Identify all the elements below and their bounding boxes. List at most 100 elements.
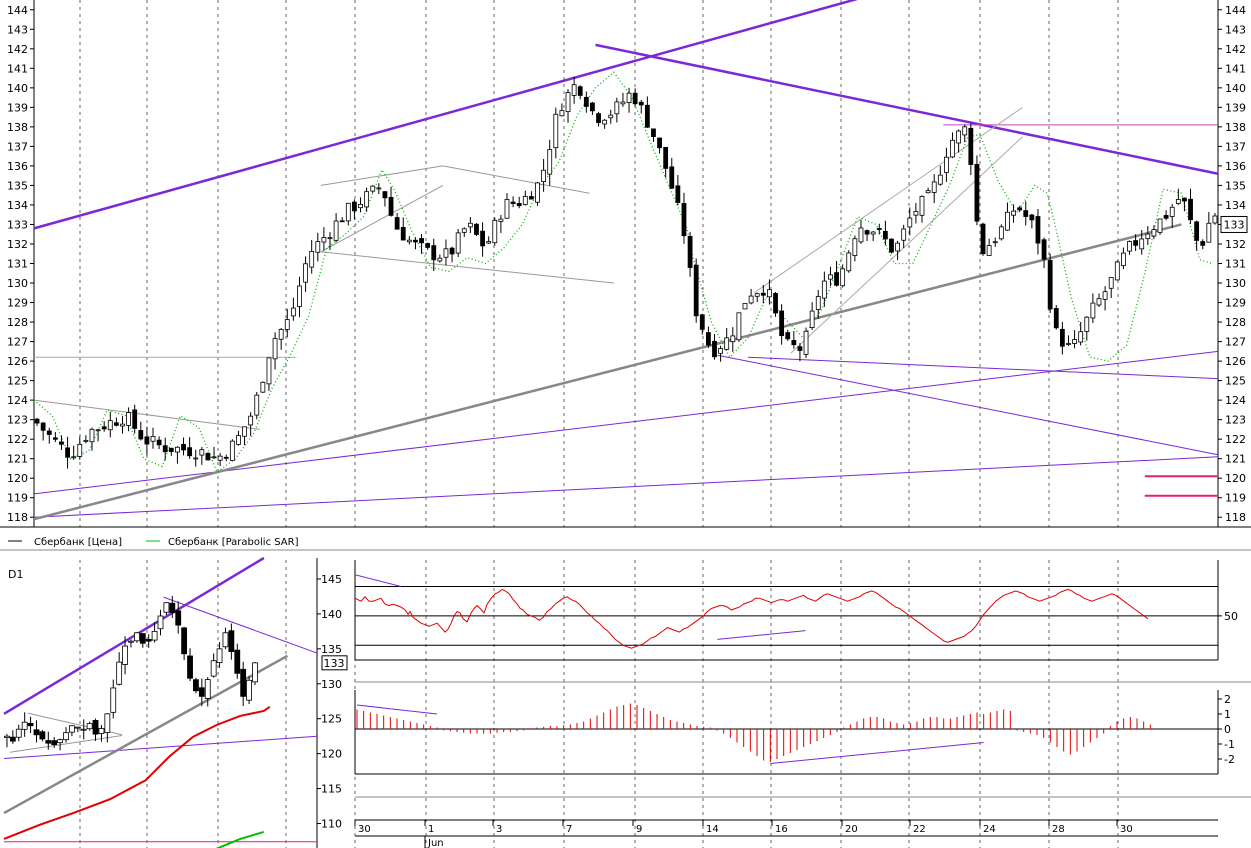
- candle-body: [419, 238, 424, 244]
- candle-body: [675, 185, 681, 203]
- candle-body: [870, 231, 876, 235]
- d1-candle-body: [51, 740, 58, 745]
- y-tick-label-left: 136: [7, 160, 28, 173]
- candle-body: [1175, 199, 1181, 204]
- current-price-label: 133: [1224, 218, 1245, 231]
- trendline: [717, 354, 1219, 456]
- y-tick-label-right: 141: [1225, 62, 1246, 75]
- osc-y-tick-label: -2: [1224, 753, 1235, 766]
- candle-body: [492, 219, 498, 244]
- candle-body: [162, 445, 168, 453]
- candle-body: [724, 337, 730, 350]
- candle-body: [602, 119, 608, 125]
- date-tick-label: 22: [913, 824, 926, 835]
- d1-candle-body: [45, 740, 52, 744]
- candle-body: [278, 329, 284, 340]
- candle-body: [461, 228, 467, 233]
- d1-title: D1: [8, 568, 23, 581]
- candle-body: [693, 264, 699, 317]
- date-tick-label: 1: [428, 824, 434, 835]
- d1-trendline: [3, 735, 318, 760]
- candle-body: [529, 196, 534, 200]
- candle-body: [303, 263, 308, 283]
- candle-body: [120, 423, 125, 427]
- y-tick-label-right: 135: [1225, 179, 1246, 192]
- osc-y-tick-label: -1: [1224, 738, 1235, 751]
- y-tick-label-right: 130: [1225, 277, 1246, 290]
- candle-body: [504, 198, 510, 219]
- d1-candle-body: [234, 649, 241, 674]
- d1-trendline: [3, 654, 289, 815]
- candle-body: [443, 248, 449, 258]
- candle-body: [1127, 241, 1132, 252]
- candle-body: [113, 422, 119, 426]
- candle-body: [516, 203, 522, 207]
- y-tick-label-left: 128: [7, 316, 28, 329]
- d1-candle-body: [80, 728, 87, 731]
- d1-candle-body: [57, 739, 64, 744]
- y-tick-label-right: 136: [1225, 160, 1246, 173]
- y-tick-label-left: 120: [7, 472, 28, 485]
- candle-body: [1078, 331, 1084, 343]
- candle-body: [1059, 328, 1065, 347]
- candle-body: [467, 222, 473, 228]
- candle-body: [1169, 206, 1175, 217]
- y-tick-label-right: 138: [1225, 121, 1246, 134]
- candle-body: [46, 430, 52, 435]
- candle-body: [1121, 252, 1126, 267]
- trendline: [33, 0, 859, 230]
- candle-body: [236, 435, 241, 445]
- candle-body: [34, 418, 40, 424]
- candle-body: [449, 247, 455, 255]
- candle-body: [83, 440, 89, 442]
- rsi-y-tick-label: 50: [1224, 610, 1238, 623]
- y-tick-label-left: 126: [7, 355, 28, 368]
- y-tick-label-right: 139: [1225, 101, 1246, 114]
- candle-body: [913, 211, 919, 216]
- y-tick-label-right: 122: [1225, 433, 1246, 446]
- y-tick-label-left: 125: [7, 375, 28, 388]
- candle-body: [413, 239, 418, 243]
- candle-body: [455, 232, 461, 254]
- candle-body: [89, 428, 95, 443]
- d1-candle-body: [27, 722, 34, 727]
- candle-body: [101, 426, 107, 430]
- d1-candle-body: [151, 630, 158, 641]
- candle-body: [388, 197, 394, 216]
- y-tick-label-right: 127: [1225, 336, 1246, 349]
- candle-body: [821, 280, 827, 299]
- candle-body: [498, 218, 504, 222]
- candle-body: [785, 332, 791, 340]
- candle-body: [944, 156, 949, 173]
- candle-body: [1108, 277, 1114, 289]
- d1-candle-body: [198, 687, 205, 697]
- y-tick-label-left: 144: [7, 4, 28, 17]
- y-tick-label-left: 119: [7, 492, 28, 505]
- candle-body: [980, 223, 986, 255]
- candle-body: [699, 314, 705, 330]
- candle-body: [797, 346, 803, 351]
- candle-body: [925, 190, 931, 194]
- candle-body: [1114, 261, 1120, 281]
- d1-y-tick-label: 110: [321, 818, 342, 831]
- candle-body: [168, 447, 174, 452]
- candle-body: [65, 447, 70, 458]
- d1-y-tick-label: 120: [321, 748, 342, 761]
- y-tick-label-left: 139: [7, 101, 28, 114]
- candle-body: [931, 181, 937, 193]
- current-price-box: [1220, 215, 1248, 233]
- candle-body: [571, 84, 577, 96]
- y-tick-label-left: 143: [7, 23, 28, 36]
- candle-body: [992, 241, 998, 244]
- candle-body: [284, 319, 290, 330]
- y-tick-label-right: 129: [1225, 297, 1246, 310]
- date-tick-label: 24: [983, 824, 996, 835]
- trendline: [753, 106, 1023, 294]
- candle-body: [175, 446, 180, 453]
- rsi-trendline: [717, 630, 806, 640]
- candle-body: [1139, 238, 1145, 250]
- candle-body: [608, 114, 614, 119]
- d1-y-tick-label: 125: [321, 713, 342, 726]
- candle-body: [840, 268, 846, 287]
